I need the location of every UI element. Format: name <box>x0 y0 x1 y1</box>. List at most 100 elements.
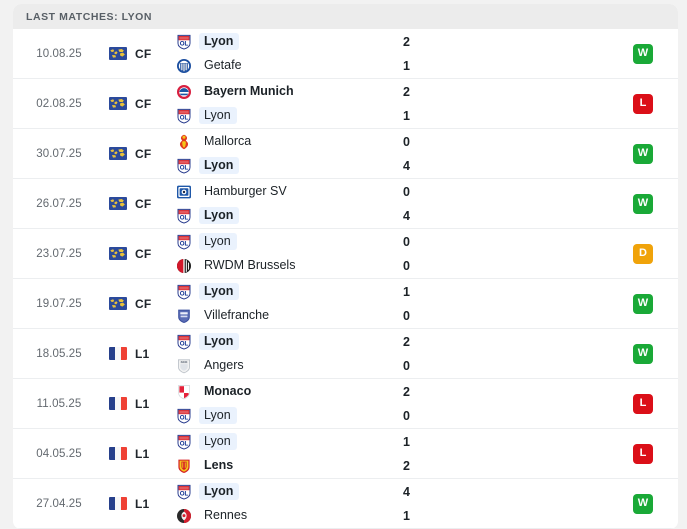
competition-cell[interactable]: CF <box>105 79 173 128</box>
competition-cell[interactable]: L1 <box>105 379 173 428</box>
team-line[interactable]: OL Lyon <box>176 107 403 124</box>
team-line[interactable]: Villefranche <box>176 307 403 324</box>
team-line[interactable]: OL Lyon <box>176 407 403 424</box>
match-row[interactable]: 23.07.25 CF OL Lyon RWDM Brussels 0 0 D <box>13 229 678 279</box>
competition-label: L1 <box>135 346 150 361</box>
team-name[interactable]: Lyon <box>199 483 240 500</box>
match-row[interactable]: 18.05.25 L1 OL Lyon SCO Angers 2 0 W <box>13 329 678 379</box>
competition-cell[interactable]: CF <box>105 29 173 78</box>
team-line[interactable]: OL Lyon <box>176 207 403 224</box>
team-line[interactable]: OL Lyon <box>176 333 403 350</box>
world-flag <box>109 247 127 260</box>
match-row[interactable]: 04.05.25 L1 OL Lyon Lens 1 2 L <box>13 429 678 479</box>
home-score: 0 <box>403 184 410 199</box>
world-flag <box>109 147 127 160</box>
match-date: 18.05.25 <box>36 347 82 360</box>
team-line[interactable]: OL Lyon <box>176 157 403 174</box>
home-score: 2 <box>403 334 410 349</box>
status-badge[interactable]: W <box>633 343 653 364</box>
result-cell: D <box>608 229 678 278</box>
competition-cell[interactable]: CF <box>105 229 173 278</box>
team-line[interactable]: RWDM Brussels <box>176 257 403 274</box>
match-row[interactable]: 10.08.25 CF OL Lyon Getafe 2 1 W <box>13 29 678 79</box>
team-name[interactable]: Rennes <box>204 508 248 522</box>
team-line[interactable]: Bayern Munich <box>176 83 403 100</box>
match-date: 11.05.25 <box>36 397 82 410</box>
status-badge[interactable]: D <box>633 243 653 264</box>
status-badge[interactable]: L <box>633 443 653 464</box>
match-row[interactable]: 26.07.25 CF Hamburger SV OL Lyon 0 4 W <box>13 179 678 229</box>
team-line[interactable]: Mallorca <box>176 133 403 150</box>
team-name[interactable]: Lyon <box>199 433 237 450</box>
away-score: 1 <box>403 108 410 123</box>
team-name[interactable]: Lens <box>204 458 234 472</box>
team-line[interactable]: OL Lyon <box>176 483 403 500</box>
status-badge[interactable]: W <box>633 193 653 214</box>
match-date: 04.05.25 <box>36 447 82 460</box>
rwdm-logo <box>176 258 199 274</box>
match-row[interactable]: 11.05.25 L1 Monaco OL Lyon 2 0 L <box>13 379 678 429</box>
svg-text:OL: OL <box>180 290 189 297</box>
status-badge[interactable]: L <box>633 393 653 414</box>
lyon-logo: OL <box>176 284 199 300</box>
competition-cell[interactable]: CF <box>105 279 173 328</box>
team-line[interactable]: SCO Angers <box>176 357 403 374</box>
team-name[interactable]: Lyon <box>199 333 240 350</box>
lyon-logo: OL <box>176 234 199 250</box>
team-name[interactable]: Hamburger SV <box>204 184 287 198</box>
team-line[interactable]: Rennes <box>176 507 403 524</box>
team-line[interactable]: OL Lyon <box>176 33 403 50</box>
team-name[interactable]: Mallorca <box>204 134 252 148</box>
team-name[interactable]: Angers <box>204 358 244 372</box>
match-row[interactable]: 02.08.25 CF Bayern Munich OL Lyon 2 1 L <box>13 79 678 129</box>
world-flag <box>109 97 127 110</box>
team-name[interactable]: Lyon <box>199 107 237 124</box>
match-row[interactable]: 19.07.25 CF OL Lyon Villefranche 1 0 W <box>13 279 678 329</box>
team-name[interactable]: Lyon <box>199 33 240 50</box>
teams-cell: Monaco OL Lyon <box>173 379 403 428</box>
team-name[interactable]: Lyon <box>199 283 240 300</box>
away-score: 0 <box>403 308 410 323</box>
team-line[interactable]: OL Lyon <box>176 233 403 250</box>
competition-cell[interactable]: CF <box>105 129 173 178</box>
svg-text:OL: OL <box>180 40 189 47</box>
team-name[interactable]: Villefranche <box>204 308 270 322</box>
team-name[interactable]: Lyon <box>199 207 240 224</box>
team-name[interactable]: Lyon <box>199 157 240 174</box>
team-name[interactable]: Lyon <box>199 407 237 424</box>
team-line[interactable]: Hamburger SV <box>176 183 403 200</box>
competition-cell[interactable]: L1 <box>105 329 173 378</box>
status-badge[interactable]: W <box>633 143 653 164</box>
svg-text:OL: OL <box>180 214 189 221</box>
team-line[interactable]: OL Lyon <box>176 433 403 450</box>
away-score: 0 <box>403 358 410 373</box>
competition-label: L1 <box>135 396 150 411</box>
status-badge[interactable]: W <box>633 293 653 314</box>
bayern-logo <box>176 84 199 100</box>
status-badge[interactable]: L <box>633 93 653 114</box>
team-name[interactable]: RWDM Brussels <box>204 258 296 272</box>
match-row[interactable]: 30.07.25 CF Mallorca OL Lyon 0 4 W <box>13 129 678 179</box>
team-line[interactable]: OL Lyon <box>176 283 403 300</box>
match-date: 19.07.25 <box>36 297 82 310</box>
team-line[interactable]: Lens <box>176 457 403 474</box>
team-name[interactable]: Bayern Munich <box>204 84 294 98</box>
team-line[interactable]: Monaco <box>176 383 403 400</box>
teams-cell: OL Lyon RWDM Brussels <box>173 229 403 278</box>
status-badge[interactable]: W <box>633 493 653 514</box>
competition-cell[interactable]: CF <box>105 179 173 228</box>
status-badge[interactable]: W <box>633 43 653 64</box>
team-line[interactable]: Getafe <box>176 57 403 74</box>
competition-cell[interactable]: L1 <box>105 479 173 528</box>
team-name[interactable]: Getafe <box>204 58 242 72</box>
competition-cell[interactable]: L1 <box>105 429 173 478</box>
result-cell: W <box>608 329 678 378</box>
competition-label: CF <box>135 96 152 111</box>
match-row[interactable]: 27.04.25 L1 OL Lyon Rennes 4 1 W <box>13 479 678 529</box>
team-name[interactable]: Lyon <box>199 233 237 250</box>
team-name[interactable]: Monaco <box>204 384 252 398</box>
